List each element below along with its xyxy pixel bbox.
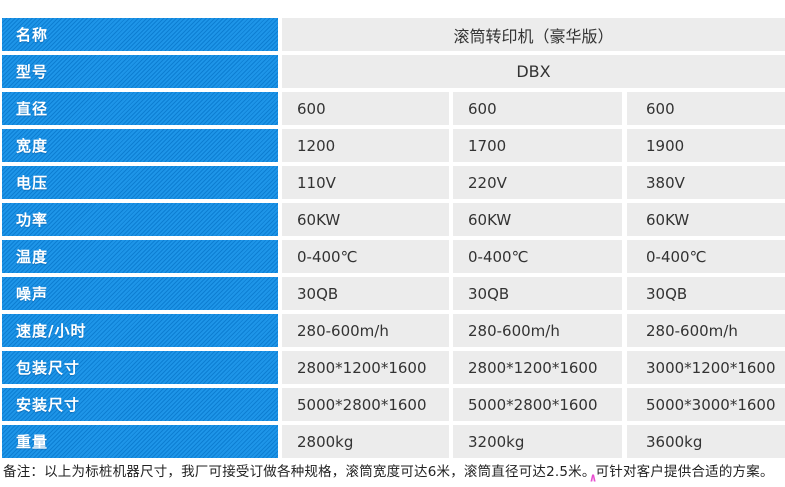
value-cell: 3600kg xyxy=(627,425,785,458)
value-cell: 5000*2800*1600 xyxy=(453,388,622,421)
value-cell: 30QB xyxy=(453,277,622,310)
value-cell: 280-600m/h xyxy=(282,314,449,347)
value-cell: 3200kg xyxy=(453,425,622,458)
value-name: 滚筒转印机（豪华版） xyxy=(282,18,785,51)
table-row-name: 名称 滚筒转印机（豪华版） xyxy=(2,18,785,51)
value-cell: 280-600m/h xyxy=(627,314,785,347)
row-label-speed: 速度/小时 xyxy=(2,314,278,347)
value-cell: 2800*1200*1600 xyxy=(453,351,622,384)
value-cell: 1200 xyxy=(282,129,449,162)
table-row-install-size: 安装尺寸 5000*2800*1600 5000*2800*1600 5000*… xyxy=(2,388,785,421)
value-cell: 60KW xyxy=(627,203,785,236)
value-cell: 0-400℃ xyxy=(627,240,785,273)
value-cell: 600 xyxy=(627,92,785,125)
row-label-name: 名称 xyxy=(2,18,278,51)
table-row-weight: 重量 2800kg 3200kg 3600kg xyxy=(2,425,785,458)
value-cell: 220V xyxy=(453,166,622,199)
table-row-speed: 速度/小时 280-600m/h 280-600m/h 280-600m/h xyxy=(2,314,785,347)
value-cell: 1700 xyxy=(453,129,622,162)
footer-note: 备注：以上为标桩机器尺寸，我厂可接受订做各种规格，滚筒宽度可达6米，滚筒直径可达… xyxy=(3,464,774,480)
row-label-install-size: 安装尺寸 xyxy=(2,388,278,421)
value-cell: 3000*1200*1600 xyxy=(627,351,785,384)
value-cell: 280-600m/h xyxy=(453,314,622,347)
value-cell: 5000*3000*1600 xyxy=(627,388,785,421)
value-cell: 60KW xyxy=(453,203,622,236)
value-cell: 30QB xyxy=(627,277,785,310)
value-cell: 0-400℃ xyxy=(453,240,622,273)
table-row-temperature: 温度 0-400℃ 0-400℃ 0-400℃ xyxy=(2,240,785,273)
value-cell: 2800*1200*1600 xyxy=(282,351,449,384)
table-row-width: 宽度 1200 1700 1900 xyxy=(2,129,785,162)
table-row-diameter: 直径 600 600 600 xyxy=(2,92,785,125)
value-cell: 60KW xyxy=(282,203,449,236)
value-cell: 380V xyxy=(627,166,785,199)
value-cell: 1900 xyxy=(627,129,785,162)
value-cell: 2800kg xyxy=(282,425,449,458)
row-label-model: 型号 xyxy=(2,55,278,88)
value-cell: 110V xyxy=(282,166,449,199)
row-label-noise: 噪声 xyxy=(2,277,278,310)
table-row-model: 型号 DBX xyxy=(2,55,785,88)
text-caret-artifact: ∧ xyxy=(589,471,598,485)
row-label-voltage: 电压 xyxy=(2,166,278,199)
value-model: DBX xyxy=(282,55,785,88)
row-label-temperature: 温度 xyxy=(2,240,278,273)
spec-table: 名称 滚筒转印机（豪华版） 型号 DBX 直径 600 600 600 宽度 1… xyxy=(2,18,785,462)
value-cell: 5000*2800*1600 xyxy=(282,388,449,421)
row-label-width: 宽度 xyxy=(2,129,278,162)
row-label-power: 功率 xyxy=(2,203,278,236)
value-cell: 0-400℃ xyxy=(282,240,449,273)
value-cell: 600 xyxy=(282,92,449,125)
table-row-noise: 噪声 30QB 30QB 30QB xyxy=(2,277,785,310)
table-row-packing-size: 包装尺寸 2800*1200*1600 2800*1200*1600 3000*… xyxy=(2,351,785,384)
table-row-power: 功率 60KW 60KW 60KW xyxy=(2,203,785,236)
value-cell: 30QB xyxy=(282,277,449,310)
row-label-diameter: 直径 xyxy=(2,92,278,125)
row-label-packing-size: 包装尺寸 xyxy=(2,351,278,384)
value-cell: 600 xyxy=(453,92,622,125)
row-label-weight: 重量 xyxy=(2,425,278,458)
table-row-voltage: 电压 110V 220V 380V xyxy=(2,166,785,199)
